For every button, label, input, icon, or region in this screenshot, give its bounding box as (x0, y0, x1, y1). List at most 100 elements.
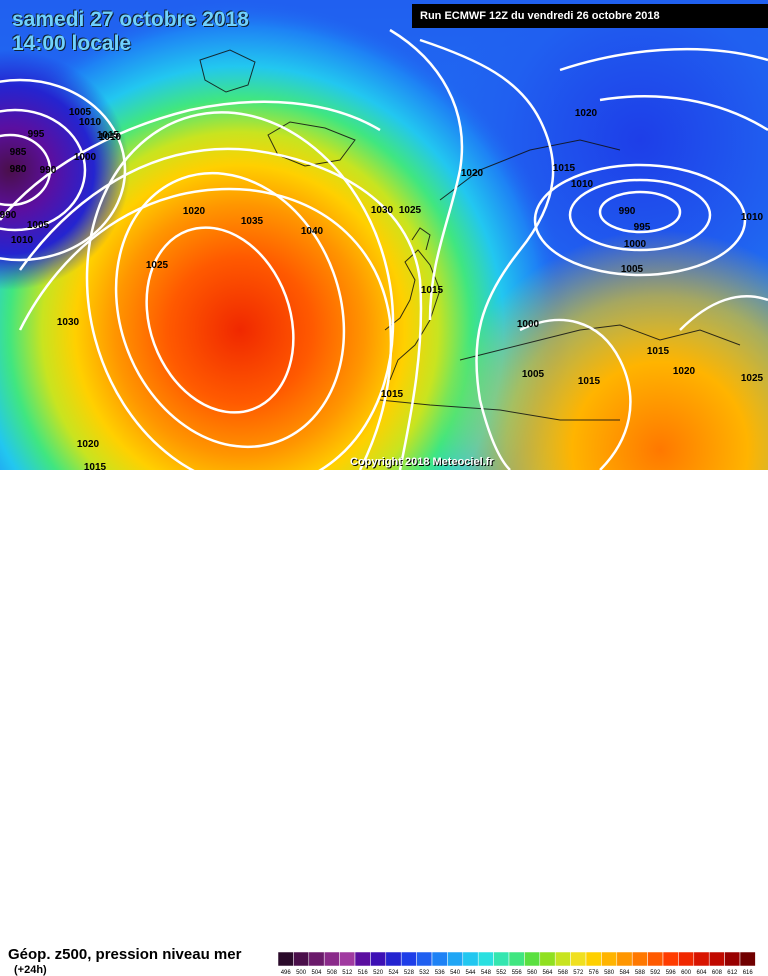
scale-swatch (400, 952, 417, 967)
isobar-pressure-label: 1030 (57, 317, 80, 328)
scale-swatch (370, 952, 387, 967)
scale-tick-label: 524 (388, 970, 399, 976)
isobar-pressure-label: 980 (10, 164, 27, 175)
isobar-pressure-label: 990 (0, 210, 17, 221)
isobar-pressure-label: 1005 (621, 264, 644, 275)
isobar-1020 (18, 147, 423, 470)
isobar-pressure-label: 1015 (84, 462, 107, 470)
scale-tick-label: 568 (558, 970, 569, 976)
isobar-1025-north (559, 47, 768, 72)
isobar-pressure-label: 1005 (522, 369, 545, 380)
scale-tick-label: 556 (512, 970, 523, 976)
scale-swatch (601, 952, 618, 967)
isobar-pressure-label: 1010 (99, 132, 122, 143)
scale-tick-label: 604 (696, 970, 707, 976)
scale-swatch (616, 952, 633, 967)
scale-tick-label: 616 (743, 970, 754, 976)
scale-swatch (539, 952, 556, 967)
isobar-low-985 (0, 133, 52, 207)
isobar-low-1005 (0, 78, 127, 262)
mediterranean-north-coast (459, 324, 741, 361)
scale-swatch (647, 952, 664, 967)
scale-swatch (323, 952, 340, 967)
scale-tick-label: 548 (481, 970, 492, 976)
scale-tick-label: 500 (296, 970, 307, 976)
scale-swatch (278, 952, 294, 967)
isobar-pressure-label: 1025 (146, 260, 169, 271)
scale-tick-label: 536 (435, 970, 446, 976)
scale-tick-label: 520 (373, 970, 384, 976)
scale-swatch (447, 952, 464, 967)
scale-swatch (708, 952, 725, 967)
isobar-pressure-label: 995 (634, 222, 651, 233)
scale-swatch (570, 952, 587, 967)
scale-tick-label: 552 (496, 970, 507, 976)
scale-tick-label: 600 (681, 970, 692, 976)
greenland-coast (199, 49, 256, 93)
isobar-pressure-label: 1035 (241, 216, 264, 227)
scale-swatch (308, 952, 325, 967)
scale-swatch (462, 952, 479, 967)
isobar-pressure-label: 1025 (399, 205, 422, 216)
isobar-pressure-label: 1010 (741, 212, 764, 223)
scale-tick-label: 572 (573, 970, 584, 976)
legend-subtitle: (+24h) (14, 964, 47, 976)
scale-swatch (508, 952, 525, 967)
scale-tick-label: 516 (358, 970, 369, 976)
isobar-pressure-label: 990 (40, 165, 57, 176)
scale-tick-label: 528 (404, 970, 415, 976)
isobar-pressure-label: 1030 (371, 205, 394, 216)
isobar-pressure-label: 1000 (74, 152, 97, 163)
scale-tick-label: 512 (342, 970, 353, 976)
isobar-pressure-label: 1020 (575, 108, 598, 119)
isobar-pressure-label: 1015 (421, 285, 444, 296)
isobar-1020-north (599, 95, 768, 132)
western-europe-coast (384, 249, 441, 381)
scandinavia-coast (439, 139, 621, 201)
isobar-pressure-label: 1010 (11, 235, 34, 246)
isobar-pressure-label: 1010 (79, 117, 102, 128)
scale-swatch (477, 952, 494, 967)
isobar-pressure-label: 1015 (647, 346, 670, 357)
isobar-lines (0, 28, 768, 470)
isobar-pressure-label: 1015 (97, 130, 120, 141)
isobar-1040 (145, 226, 295, 414)
isobar-1005-south (519, 318, 632, 470)
color-scale: 496 500 504 508 512 516 520 524 528 532 536 540 544 5… (278, 952, 756, 976)
forecast-date: samedi 27 octobre 2018 (12, 8, 249, 31)
scale-swatch (524, 952, 541, 967)
isobar-pressure-label: 1015 (381, 389, 404, 400)
legend-title: Géop. z500, pression niveau mer (8, 946, 242, 963)
isobar-1025 (18, 187, 393, 470)
scale-tick-label: 532 (419, 970, 430, 976)
isobar-pressure-label: 1015 (578, 376, 601, 387)
model-run-banner: Run ECMWF 12Z du vendredi 26 octobre 201… (412, 4, 768, 28)
isobar-pressure-label: 1010 (571, 179, 594, 190)
scale-tick-label: 592 (650, 970, 661, 976)
isobar-pressure-label: 1040 (301, 226, 324, 237)
scale-swatch (493, 952, 510, 967)
isobar-1035 (114, 171, 346, 449)
isobar-pressure-label: 1025 (741, 373, 764, 384)
isobar-pressure-label: 1020 (77, 439, 100, 450)
scale-tick-label: 496 (281, 970, 292, 976)
british-isles-coast (411, 227, 431, 251)
scale-tick-label: 596 (666, 970, 677, 976)
scale-tick-label: 508 (327, 970, 338, 976)
legend-footer: Géop. z500, pression niveau mer (+24h) 4… (0, 470, 768, 976)
isobar-pressure-label: 1005 (27, 220, 50, 231)
scale-swatch (354, 952, 371, 967)
isobar-1020-central (389, 28, 464, 321)
scale-swatch (431, 952, 448, 967)
isobar-pressure-label: 1020 (183, 206, 206, 217)
scale-swatch (724, 952, 741, 967)
scale-tick-label: 588 (635, 970, 646, 976)
scale-swatch (739, 952, 756, 967)
isobar-pressure-label: 990 (619, 206, 636, 217)
scale-swatch (693, 952, 710, 967)
scale-tick-label: 608 (712, 970, 723, 976)
scale-tick-label: 564 (542, 970, 553, 976)
scale-tick-label: 504 (311, 970, 322, 976)
isobar-pressure-label: 1000 (624, 239, 647, 250)
